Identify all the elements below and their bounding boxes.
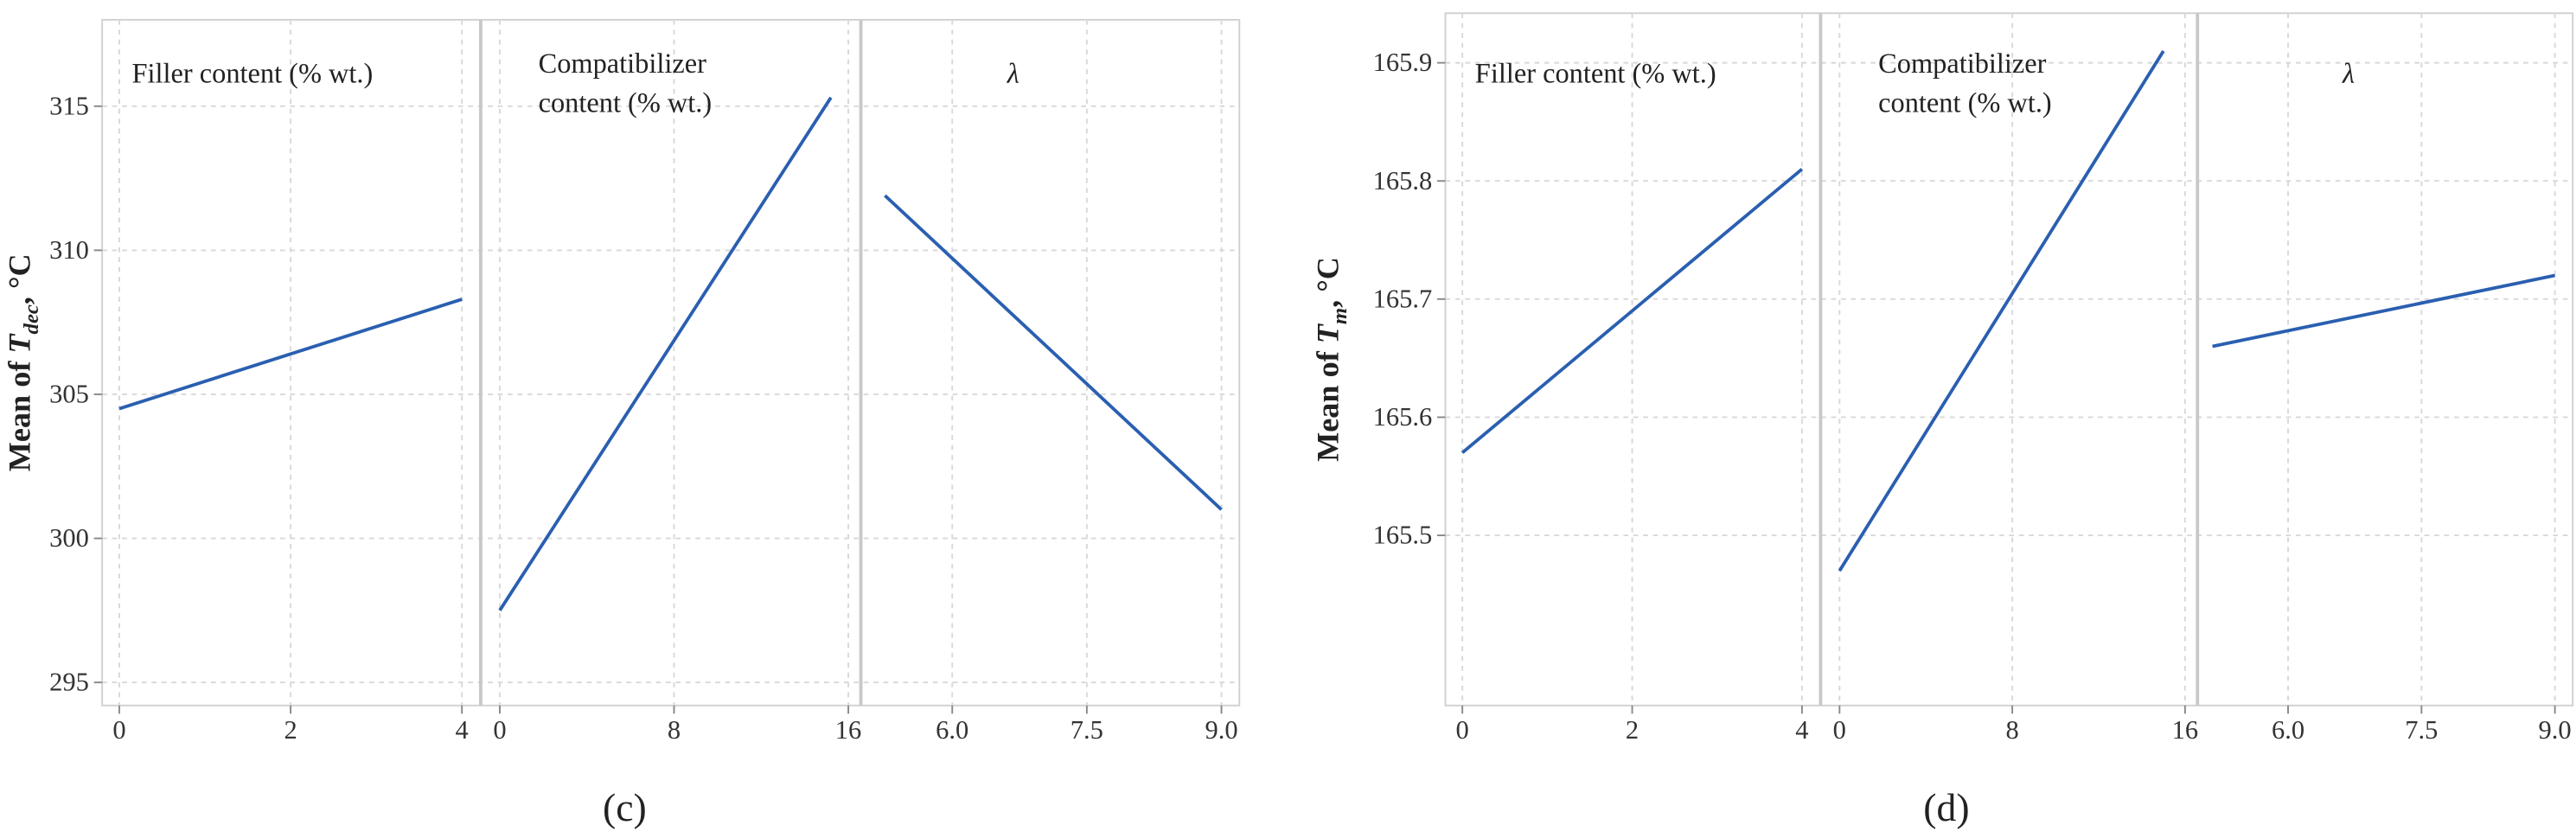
panel-divider [478,19,483,706]
x-tick-label: 0 [112,715,125,745]
panel-divider [2196,13,2200,706]
panel-divider [1819,13,1823,706]
panel-title: λ [1007,58,1020,89]
caption: (d) [1923,785,1969,829]
panel-title: Compatibilizer [1878,48,2047,80]
x-tick-label: 0 [1833,715,1846,745]
y-label-sub: dec [20,304,43,334]
x-tick-label: 16 [835,715,861,745]
y-label-unit: , °C [1311,257,1346,308]
panel-title: Compatibilizer [539,48,707,80]
x-tick-label: 6.0 [936,715,968,745]
plot-frame [1444,12,2574,707]
y-tick-label: 310 [49,235,89,265]
y-tick-label: 165.6 [1373,402,1433,432]
y-tick-label: 295 [49,668,89,697]
y-label-var: T [2,333,36,354]
x-tick-label: 4 [1795,715,1808,745]
y-tick-label: 315 [49,91,89,120]
data-line [1838,49,2165,573]
panel-title: content (% wt.) [539,88,713,119]
data-line [498,96,833,611]
plot-frame [101,18,1241,707]
y-tick-label: 165.5 [1373,521,1433,550]
x-tick-label: 9.0 [1205,715,1237,745]
x-tick-label: 4 [456,715,469,745]
y-tick-label: 305 [49,379,89,408]
data-line [2212,273,2556,349]
x-tick-label: 8 [668,715,681,745]
x-tick-label: 0 [1456,715,1469,745]
y-tick-label: 165.9 [1373,48,1433,77]
x-tick-label: 7.5 [2405,715,2438,745]
data-line [118,297,463,411]
y-axis-label: Mean of Tm, °C [1311,257,1352,462]
y-tick-label: 300 [49,523,89,553]
x-tick-label: 9.0 [2539,715,2572,745]
x-tick-label: 6.0 [2272,715,2304,745]
panel-divider [859,19,863,706]
x-tick-label: 16 [2172,715,2198,745]
y-label-var: T [1311,323,1346,343]
x-tick-label: 2 [284,715,297,745]
y-tick-label: 165.7 [1373,284,1433,313]
x-tick-label: 7.5 [1071,715,1103,745]
panel-title: Filler content (% wt.) [1475,58,1716,89]
y-axis-label: Mean of Tdec, °C [2,253,43,471]
panel-title: content (% wt.) [1878,88,2052,119]
x-tick-label: 0 [493,715,506,745]
panel-title: Filler content (% wt.) [131,58,373,89]
y-label-unit: , °C [2,253,36,304]
y-tick-label: 165.8 [1373,166,1433,195]
panel-title: λ [2342,58,2355,89]
data-line [1461,168,1804,454]
x-tick-label: 2 [1626,715,1639,745]
y-label-prefix: Mean of [2,354,36,472]
y-label-sub: m [1328,308,1352,324]
x-tick-label: 8 [2005,715,2018,745]
y-label-prefix: Mean of [1311,343,1346,462]
caption: (c) [603,785,647,829]
data-line [884,194,1223,511]
